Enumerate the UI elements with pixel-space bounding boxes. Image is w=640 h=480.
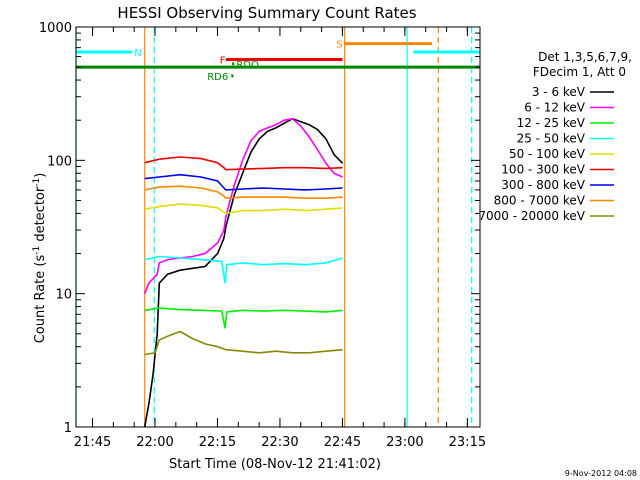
series-line [144, 185, 343, 200]
y-label-part: Count Rate (s [33, 255, 48, 344]
series-line [143, 117, 344, 428]
legend-entry-label: 100 - 300 keV [501, 163, 585, 177]
series-line [144, 330, 343, 356]
x-tick-label: 22:15 [199, 435, 236, 450]
series-line [143, 117, 343, 294]
series-line [144, 156, 343, 171]
x-tick-label: 22:30 [261, 435, 298, 450]
legend-entry-label: 300 - 800 keV [501, 178, 585, 192]
series-line [144, 203, 343, 215]
flag-label: RDO [236, 60, 259, 71]
y-tick-label: 1000 [39, 21, 72, 36]
chart-title: HESSI Observing Summary Count Rates [117, 4, 416, 22]
legend: Det 1,3,5,6,7,9, FDecim 1, Att 0 3 - 6 k… [478, 50, 632, 223]
flag-label: S [336, 40, 342, 51]
generation-timestamp: 9-Nov-2012 04:08 [565, 469, 637, 478]
y-label-part: detector [33, 186, 48, 246]
x-tick-label: 22:45 [324, 435, 361, 450]
series-line [144, 307, 343, 329]
flag-label: F [220, 56, 226, 67]
y-tick-label: 100 [47, 154, 72, 169]
legend-entry-label: 6 - 12 keV [524, 101, 586, 115]
series-line [144, 173, 343, 191]
legend-entry-label: 25 - 50 keV [517, 132, 586, 146]
plot-frame [75, 26, 481, 428]
x-tick-label: 23:15 [449, 435, 486, 450]
y-tick-label: 1 [64, 421, 72, 436]
x-tick-label: 23:00 [386, 435, 423, 450]
legend-header-detectors: Det 1,3,5,6,7,9, [538, 50, 632, 64]
y-tick-label: 10 [55, 288, 72, 303]
series-line [144, 255, 343, 284]
legend-entry-label: 3 - 6 keV [532, 85, 586, 99]
flag-label: N [134, 48, 141, 59]
y-axis-label: Count Rate (s-1 detector-1) [32, 173, 48, 344]
y-label-superscript: -1 [32, 178, 42, 187]
x-tick-label: 22:00 [136, 435, 173, 450]
flag-label: RD6 [207, 72, 228, 83]
x-tick-label: 21:45 [74, 435, 111, 450]
legend-entry-label: 50 - 100 keV [509, 147, 586, 161]
legend-entry-label: 800 - 7000 keV [494, 194, 586, 208]
legend-header-decimation: FDecim 1, Att 0 [533, 65, 626, 79]
plot-area: N S F RDO RD6 1 10 100 1000 21:45 22:00 22:15 22:30 2… [39, 21, 486, 450]
legend-entry-label: 7000 - 20000 keV [478, 209, 585, 223]
y-label-superscript: -1 [32, 246, 42, 255]
legend-entry-label: 12 - 25 keV [517, 116, 586, 130]
x-axis-label: Start Time (08-Nov-12 21:41:02) [169, 457, 381, 472]
y-label-part: ) [33, 173, 48, 178]
